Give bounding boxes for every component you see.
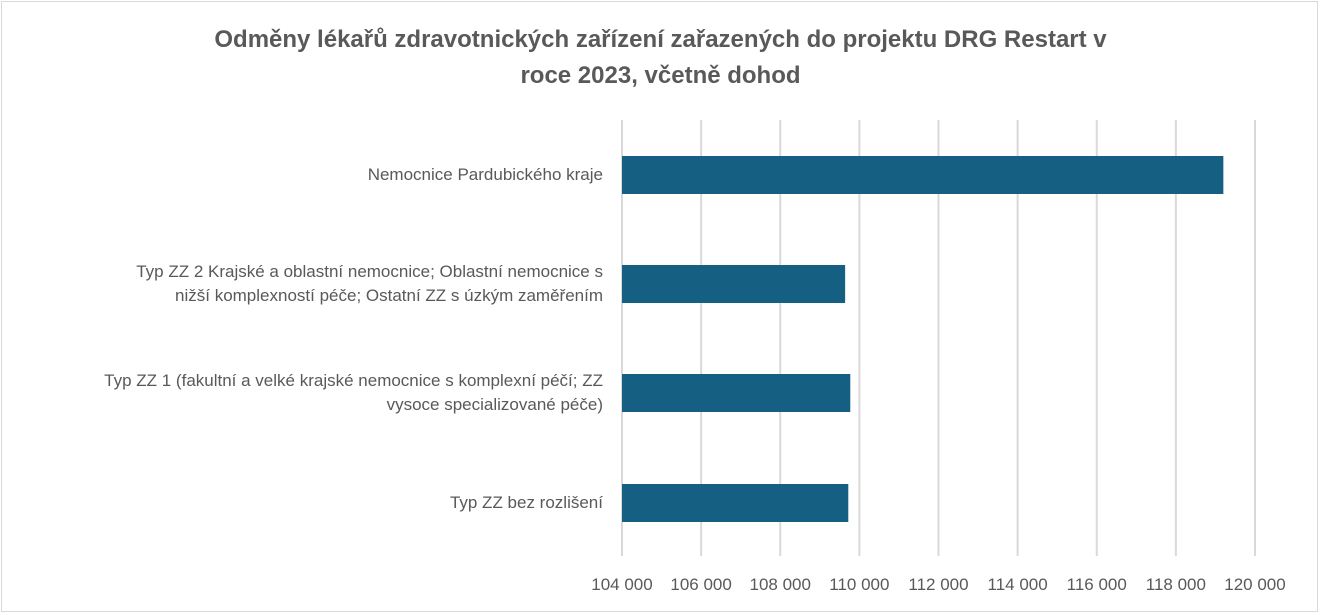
bar <box>622 484 849 522</box>
category-label: Typ ZZ bez rozlišení <box>0 491 603 515</box>
bar <box>622 156 1224 194</box>
x-tick-label: 116 000 <box>1067 575 1127 594</box>
category-label-line: vysoce specializované péče) <box>386 395 603 414</box>
category-label-line: Typ ZZ 2 Krajské a oblastní nemocnice; O… <box>136 262 603 281</box>
category-label-line: Typ ZZ bez rozlišení <box>449 493 603 512</box>
x-tick-label: 108 000 <box>750 575 811 594</box>
chart-title-line: roce 2023, včetně dohod <box>520 62 801 89</box>
category-label: Nemocnice Pardubického kraje <box>0 163 603 187</box>
chart-title: Odměny lékařů zdravotnických zařízení za… <box>0 22 1321 94</box>
category-label-line: Typ ZZ 1 (fakultní a velké krajské nemoc… <box>104 371 603 390</box>
x-tick-label: 104 000 <box>591 575 652 594</box>
bar <box>622 265 846 303</box>
x-tick-label: 110 000 <box>829 575 889 594</box>
x-tick-label: 120 000 <box>1224 575 1285 594</box>
category-label: Typ ZZ 2 Krajské a oblastní nemocnice; O… <box>0 260 603 308</box>
x-tick-label: 118 000 <box>1146 575 1206 594</box>
category-label-line: Nemocnice Pardubického kraje <box>367 165 603 184</box>
x-tick-label: 106 000 <box>670 575 731 594</box>
x-tick-label: 112 000 <box>908 575 968 594</box>
x-tick-label: 114 000 <box>988 575 1048 594</box>
chart-title-line: Odměny lékařů zdravotnických zařízení za… <box>214 26 1107 53</box>
bar <box>622 374 851 412</box>
category-label-line: nižší komplexností péče; Ostatní ZZ s úz… <box>175 286 603 305</box>
category-label: Typ ZZ 1 (fakultní a velké krajské nemoc… <box>0 369 603 417</box>
